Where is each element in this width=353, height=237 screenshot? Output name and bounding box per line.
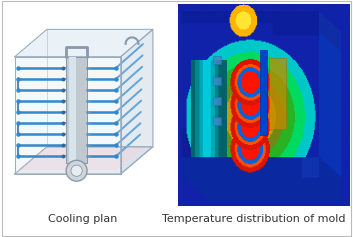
Polygon shape <box>15 29 153 57</box>
Bar <box>213 117 221 125</box>
Polygon shape <box>15 57 121 174</box>
Circle shape <box>66 160 87 181</box>
Bar <box>213 56 221 64</box>
Bar <box>213 97 221 105</box>
Bar <box>66 57 87 163</box>
Polygon shape <box>20 147 145 169</box>
Polygon shape <box>121 29 153 174</box>
Bar <box>269 58 286 129</box>
Bar <box>213 77 221 85</box>
Text: Cooling plan: Cooling plan <box>48 214 118 224</box>
Bar <box>261 50 267 135</box>
Text: Temperature distribution of mold: Temperature distribution of mold <box>162 214 346 224</box>
Polygon shape <box>15 147 153 174</box>
Bar <box>70 57 76 163</box>
Circle shape <box>71 165 82 176</box>
